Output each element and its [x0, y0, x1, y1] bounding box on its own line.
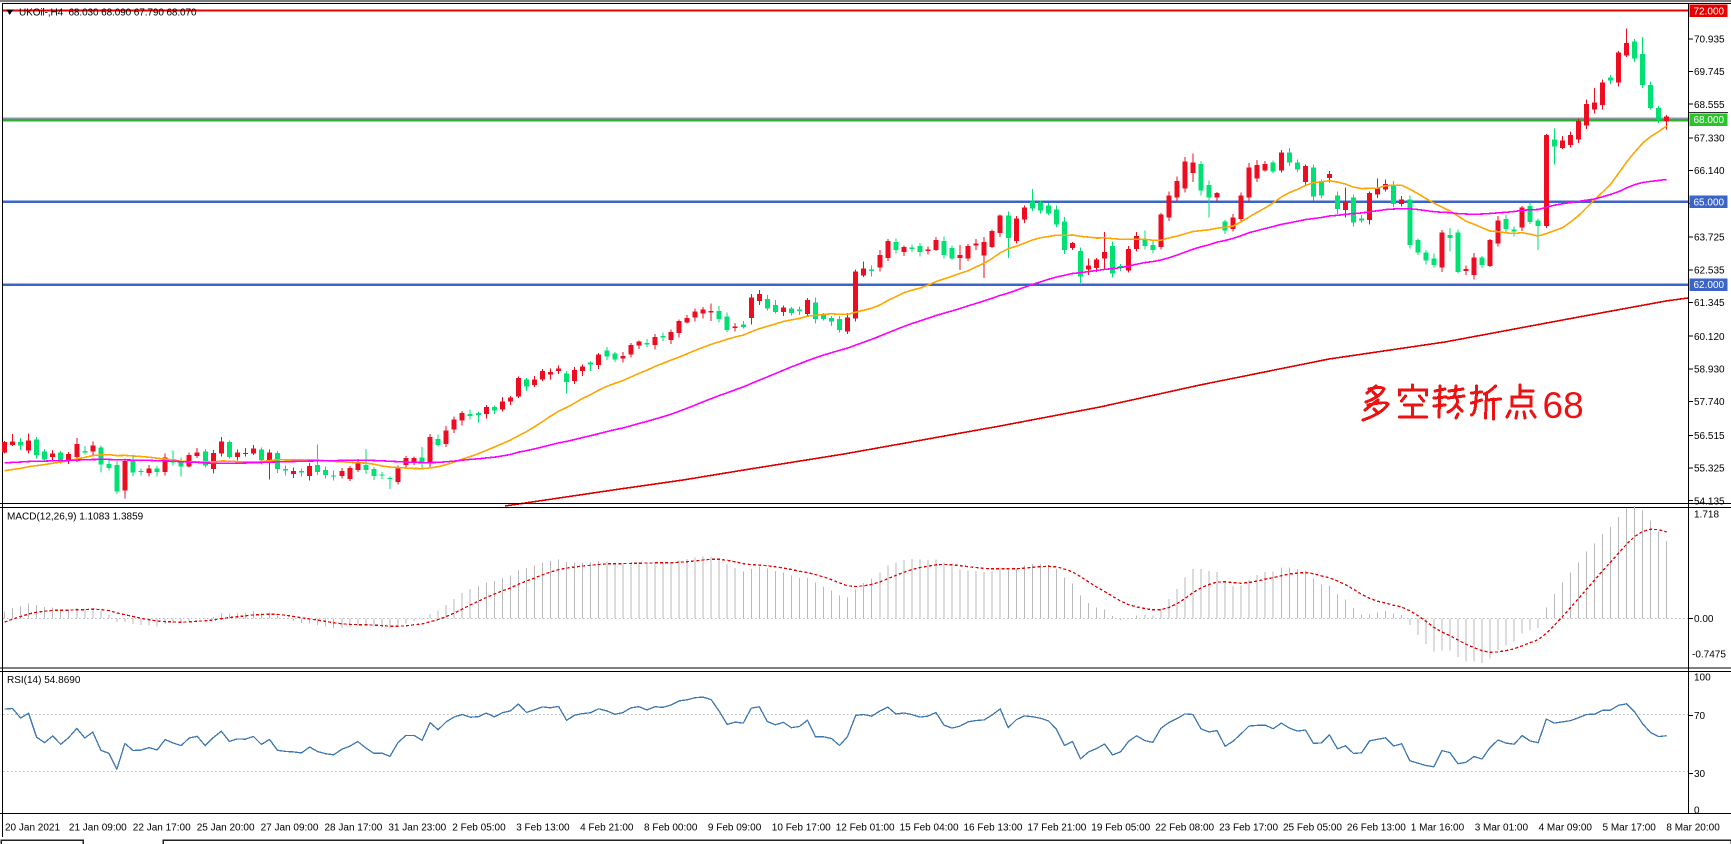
svg-text:0: 0	[1694, 806, 1700, 817]
svg-text:3 Mar 01:00: 3 Mar 01:00	[1475, 823, 1529, 834]
svg-text:62.000: 62.000	[1694, 280, 1725, 291]
svg-text:8 Feb 00:00: 8 Feb 00:00	[644, 823, 698, 834]
svg-text:60.120: 60.120	[1694, 332, 1725, 343]
svg-text:9 Feb 09:00: 9 Feb 09:00	[708, 823, 762, 834]
svg-text:25 Feb 05:00: 25 Feb 05:00	[1283, 823, 1342, 834]
svg-text:MACD(12,26,9) 1.1083 1.3859: MACD(12,26,9) 1.1083 1.3859	[7, 512, 144, 523]
svg-text:28 Jan 17:00: 28 Jan 17:00	[325, 823, 383, 834]
svg-text:68.555: 68.555	[1694, 100, 1725, 111]
svg-text:58.930: 58.930	[1694, 365, 1725, 376]
svg-text:12 Feb 01:00: 12 Feb 01:00	[836, 823, 895, 834]
svg-text:4 Mar 09:00: 4 Mar 09:00	[1539, 823, 1593, 834]
svg-text:5 Mar 17:00: 5 Mar 17:00	[1603, 823, 1657, 834]
svg-text:100: 100	[1694, 673, 1711, 684]
svg-text:66.140: 66.140	[1694, 166, 1725, 177]
svg-text:61.345: 61.345	[1694, 298, 1725, 309]
svg-text:57.740: 57.740	[1694, 397, 1725, 408]
svg-text:22 Feb 08:00: 22 Feb 08:00	[1155, 823, 1214, 834]
svg-text:27 Jan 09:00: 27 Jan 09:00	[261, 823, 319, 834]
svg-text:3 Feb 13:00: 3 Feb 13:00	[516, 823, 570, 834]
svg-text:54.135: 54.135	[1694, 496, 1725, 507]
svg-text:21 Jan 09:00: 21 Jan 09:00	[69, 823, 127, 834]
svg-text:17 Feb 21:00: 17 Feb 21:00	[1027, 823, 1086, 834]
svg-text:1 Mar 16:00: 1 Mar 16:00	[1411, 823, 1465, 834]
svg-text:69.745: 69.745	[1694, 67, 1725, 78]
svg-text:19 Feb 05:00: 19 Feb 05:00	[1091, 823, 1150, 834]
svg-text:63.725: 63.725	[1694, 233, 1725, 244]
svg-text:20 Jan 2021: 20 Jan 2021	[5, 823, 60, 834]
svg-text:2 Feb 05:00: 2 Feb 05:00	[452, 823, 506, 834]
svg-text:65.000: 65.000	[1694, 197, 1725, 208]
svg-text:68: 68	[1543, 385, 1584, 426]
svg-text:30: 30	[1694, 769, 1706, 780]
svg-text:15 Feb 04:00: 15 Feb 04:00	[900, 823, 959, 834]
svg-text:56.515: 56.515	[1694, 431, 1725, 442]
svg-text:68.000: 68.000	[1694, 115, 1725, 126]
svg-text:RSI(14) 54.8690: RSI(14) 54.8690	[7, 675, 81, 686]
svg-text:UKOil-,H4 68.030 68.090 67.79: UKOil-,H4 68.030 68.090 67.790 68.070	[19, 8, 197, 19]
svg-text:26 Feb 13:00: 26 Feb 13:00	[1347, 823, 1406, 834]
svg-text:62.535: 62.535	[1694, 265, 1725, 276]
svg-text:70.935: 70.935	[1694, 34, 1725, 45]
svg-text:4 Feb 21:00: 4 Feb 21:00	[580, 823, 634, 834]
svg-text:31 Jan 23:00: 31 Jan 23:00	[388, 823, 446, 834]
svg-text:0.00: 0.00	[1694, 614, 1714, 625]
svg-text:-0.7475: -0.7475	[1692, 650, 1726, 661]
svg-text:72.000: 72.000	[1694, 6, 1725, 17]
svg-text:16 Feb 13:00: 16 Feb 13:00	[964, 823, 1023, 834]
svg-text:25 Jan 20:00: 25 Jan 20:00	[197, 823, 255, 834]
svg-text:70: 70	[1694, 711, 1706, 722]
svg-text:22 Jan 17:00: 22 Jan 17:00	[133, 823, 191, 834]
svg-text:55.325: 55.325	[1694, 464, 1725, 475]
svg-text:23 Feb 17:00: 23 Feb 17:00	[1219, 823, 1278, 834]
svg-text:1.718: 1.718	[1694, 510, 1719, 521]
svg-text:67.330: 67.330	[1694, 134, 1725, 145]
svg-text:8 Mar 20:00: 8 Mar 20:00	[1666, 823, 1720, 834]
svg-text:10 Feb 17:00: 10 Feb 17:00	[772, 823, 831, 834]
